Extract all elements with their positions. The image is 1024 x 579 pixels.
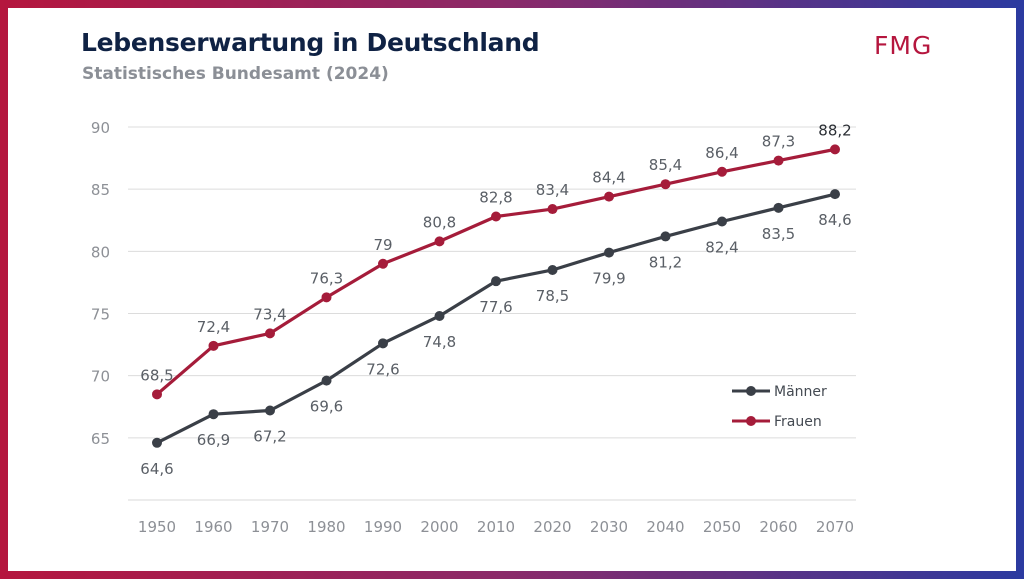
data-point: [830, 189, 840, 200]
data-point: [660, 179, 671, 190]
data-point: [265, 328, 275, 339]
data-label: 86,4: [705, 144, 738, 162]
y-tick-label: 70: [91, 368, 110, 386]
data-label: 88,2: [818, 121, 851, 139]
data-point: [434, 310, 445, 321]
data-point: [378, 258, 388, 269]
fmg-logo: FMG: [874, 31, 933, 60]
x-tick-label: 1980: [307, 518, 345, 536]
legend-label: Männer: [774, 384, 827, 400]
x-tick-label: 2000: [420, 518, 458, 536]
data-point: [208, 409, 219, 420]
grid-lines: [128, 126, 856, 501]
data-point: [152, 437, 162, 448]
x-tick-label: 2030: [590, 518, 628, 536]
y-tick-label: 90: [91, 119, 110, 137]
chart-subtitle: Statistisches Bundesamt (2024): [82, 64, 389, 84]
data-point: [547, 204, 558, 215]
data-point: [152, 389, 162, 400]
x-tick-label: 2050: [703, 518, 741, 536]
x-tick-label: 1970: [251, 518, 289, 536]
y-axis-ticks: 65 70 75 80 85 90: [91, 119, 110, 448]
legend-marker: [746, 416, 756, 426]
x-tick-label: 2020: [533, 518, 571, 536]
data-point: [491, 276, 501, 287]
legend-marker: [746, 386, 756, 396]
x-tick-label: 2060: [759, 518, 797, 536]
data-label: 80,8: [423, 213, 456, 231]
chart-card: [8, 8, 1016, 571]
data-label: 69,6: [310, 398, 343, 416]
x-tick-label: 2040: [646, 518, 684, 536]
data-label: 67,2: [253, 427, 286, 445]
legend: Männer Frauen: [732, 384, 827, 430]
data-label: 68,5: [140, 366, 173, 384]
data-point: [773, 155, 784, 166]
x-tick-label: 1990: [364, 518, 402, 536]
chart-title: Lebenserwartung in Deutschland: [81, 28, 540, 57]
data-label: 72,6: [366, 360, 399, 378]
data-label: 66,9: [197, 431, 230, 449]
legend-label: Frauen: [774, 414, 822, 430]
data-label: 79,9: [592, 270, 625, 288]
data-point: [208, 340, 219, 351]
data-point: [604, 247, 614, 258]
series-line-frauen: [155, 147, 837, 396]
data-point: [265, 405, 275, 416]
data-point: [660, 231, 671, 242]
data-label: 85,4: [649, 156, 682, 174]
data-point: [717, 166, 727, 177]
data-label: 84,4: [592, 169, 625, 187]
data-label: 64,6: [140, 460, 173, 478]
x-tick-label: 2070: [816, 518, 854, 536]
data-label: 73,4: [253, 305, 286, 323]
data-point: [491, 211, 501, 222]
x-tick-label: 1960: [194, 518, 232, 536]
x-tick-label: 2010: [477, 518, 515, 536]
x-axis-ticks: 1950 1960 1970 1980 1990 2000 2010 2020 2030 2040…: [138, 518, 854, 536]
data-label: 79: [373, 236, 392, 254]
data-label: 76,3: [310, 269, 343, 287]
data-label: 83,5: [762, 225, 795, 243]
y-tick-label: 85: [91, 181, 110, 199]
x-tick-label: 1950: [138, 518, 176, 536]
data-point: [604, 191, 614, 202]
data-point: [378, 338, 388, 349]
series-layer: 64,6 66,9 67,2 69,6 72,6 74,8 77,6 78,5 79,9 81,2…: [140, 121, 851, 477]
data-label: 84,6: [818, 211, 851, 229]
data-label: 78,5: [536, 287, 569, 305]
data-label: 72,4: [197, 318, 230, 336]
data-label: 74,8: [423, 333, 456, 351]
y-tick-label: 80: [91, 243, 110, 261]
data-label: 83,4: [536, 181, 569, 199]
data-point: [321, 292, 332, 303]
data-point: [717, 216, 727, 227]
data-point: [773, 202, 784, 213]
data-label: 82,4: [705, 238, 738, 256]
data-label: 77,6: [479, 298, 512, 316]
data-point: [830, 144, 840, 155]
data-label: 87,3: [762, 133, 795, 151]
y-tick-label: 75: [91, 306, 110, 324]
data-point: [434, 236, 445, 247]
data-label: 81,2: [649, 253, 682, 271]
data-label: 82,8: [479, 189, 512, 207]
data-point: [547, 264, 558, 275]
data-point: [321, 375, 332, 386]
y-tick-label: 65: [91, 430, 110, 448]
